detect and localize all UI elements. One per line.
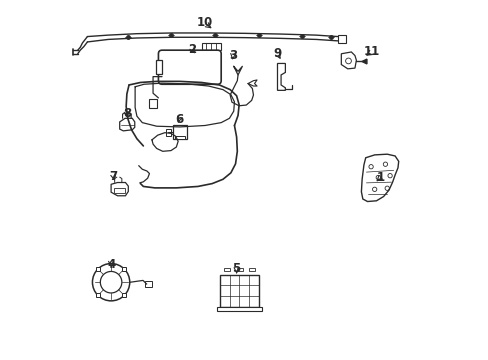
Bar <box>144 281 152 287</box>
Text: 5: 5 <box>232 262 240 275</box>
Text: 9: 9 <box>273 47 281 60</box>
Text: 1: 1 <box>376 171 384 184</box>
Text: 3: 3 <box>228 49 237 62</box>
Bar <box>224 268 230 271</box>
Bar <box>172 126 187 139</box>
Bar <box>174 135 185 139</box>
Bar <box>149 99 156 108</box>
Bar <box>216 307 262 311</box>
Bar <box>114 188 124 193</box>
Bar <box>248 268 254 271</box>
Bar <box>155 60 162 74</box>
Bar <box>237 268 242 271</box>
Text: 6: 6 <box>175 113 183 126</box>
Text: 7: 7 <box>109 170 118 183</box>
Text: 11: 11 <box>363 45 379 58</box>
Bar <box>220 275 258 307</box>
FancyBboxPatch shape <box>158 50 221 84</box>
Text: 8: 8 <box>122 107 131 120</box>
Bar <box>166 129 170 135</box>
Bar <box>202 43 221 50</box>
Text: 10: 10 <box>196 17 212 30</box>
Text: 2: 2 <box>188 42 196 55</box>
Bar <box>337 35 345 43</box>
Text: 4: 4 <box>107 258 115 271</box>
